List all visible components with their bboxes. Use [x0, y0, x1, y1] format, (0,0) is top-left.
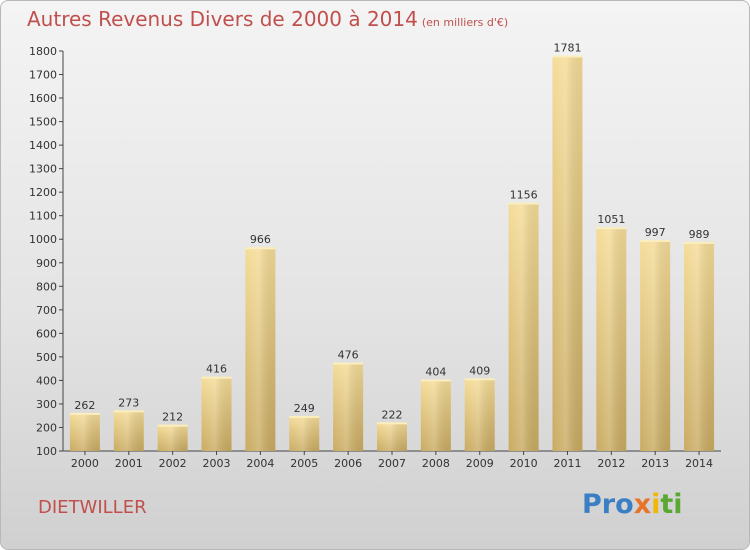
data-label: 989 [689, 228, 710, 241]
data-label: 409 [469, 364, 490, 377]
y-tick-label: 1100 [29, 210, 57, 223]
bar-top-edge [113, 410, 144, 413]
data-label: 262 [74, 399, 95, 412]
data-label: 416 [206, 363, 227, 376]
logo-letter: i [651, 489, 661, 520]
data-label: 404 [425, 365, 446, 378]
bar-sheen [464, 378, 495, 451]
data-label: 249 [294, 402, 315, 415]
chart-unit: (en milliers d'€) [421, 16, 509, 29]
data-label: 476 [338, 349, 359, 362]
y-tick-label: 100 [36, 445, 57, 458]
bar-top-edge [333, 362, 364, 365]
x-tick-label: 2011 [553, 457, 581, 470]
logo-letter: i [673, 489, 683, 520]
bar-top-edge [157, 424, 188, 427]
data-label: 222 [382, 408, 403, 421]
y-tick-label: 1000 [29, 233, 57, 246]
data-label: 997 [645, 226, 666, 239]
bar-sheen [640, 239, 671, 451]
data-label: 212 [162, 411, 183, 424]
data-label: 273 [118, 396, 139, 409]
x-tick-label: 2002 [159, 457, 187, 470]
logo-letter: o [615, 489, 634, 520]
chart-title-text: Autres Revenus Divers de 2000 à 2014 [27, 7, 418, 31]
bar-sheen [552, 55, 583, 452]
bar-top-edge [377, 422, 407, 425]
y-tick-label: 200 [36, 421, 57, 434]
x-tick-label: 2003 [203, 457, 231, 470]
y-tick-label: 1800 [29, 45, 57, 58]
y-tick-label: 1200 [29, 186, 57, 199]
bar-sheen [333, 362, 364, 451]
data-label: 1156 [510, 189, 538, 202]
bar-top-edge [508, 202, 539, 205]
bar-top-edge [684, 241, 715, 244]
x-tick-label: 2000 [71, 457, 99, 470]
logo-letter: t [660, 489, 674, 520]
bar-sheen [289, 415, 320, 451]
data-label: 1781 [553, 41, 581, 54]
x-tick-label: 2010 [510, 457, 538, 470]
bar-sheen [113, 410, 144, 451]
bar-sheen [201, 376, 232, 451]
commune-name: DIETWILLER [38, 497, 147, 518]
x-tick-label: 2005 [290, 457, 318, 470]
bar-sheen [508, 202, 539, 451]
bar-top-edge [69, 412, 100, 415]
bar-sheen [596, 227, 627, 451]
bar-sheen [157, 424, 188, 451]
y-tick-label: 400 [36, 374, 57, 387]
y-tick-label: 500 [36, 351, 57, 364]
axes: 100 200 300 400 500 600 700 800 900 1000 1100 1200 1… [29, 45, 721, 470]
bar-sheen [245, 247, 276, 451]
y-tick-label: 1500 [29, 116, 57, 129]
y-tick-label: 800 [36, 280, 57, 293]
x-tick-label: 2014 [685, 457, 713, 470]
bar-sheen [69, 412, 100, 451]
x-tick-label: 2009 [466, 457, 494, 470]
x-tick-label: 2006 [334, 457, 362, 470]
y-tick-label: 1400 [29, 139, 57, 152]
y-tick-label: 1700 [29, 69, 57, 82]
chart-title: Autres Revenus Divers de 2000 à 2014 (en … [27, 7, 508, 31]
logo-letter: r [601, 489, 616, 520]
x-tick-label: 2013 [641, 457, 669, 470]
x-tick-label: 2007 [378, 457, 406, 470]
bar-sheen [377, 422, 407, 451]
x-tick-label: 2008 [422, 457, 450, 470]
y-tick-label: 1600 [29, 92, 57, 105]
data-label: 1051 [597, 213, 625, 226]
x-tick-label: 2004 [246, 457, 274, 470]
logo-letter: P [582, 489, 602, 520]
x-tick-label: 2001 [115, 457, 143, 470]
bar-top-edge [420, 379, 451, 382]
bars: 262 273 212 416 966 249 476 222 404 409 1156 1781 10… [69, 41, 715, 452]
y-tick-label: 600 [36, 327, 57, 340]
x-tick-label: 2012 [597, 457, 625, 470]
y-tick-label: 300 [36, 398, 57, 411]
data-label: 966 [250, 233, 271, 246]
logo-letter: x [633, 489, 652, 520]
y-tick-label: 700 [36, 304, 57, 317]
bar-top-edge [201, 376, 232, 379]
bar-top-edge [640, 239, 671, 242]
bar-top-edge [289, 415, 320, 418]
y-tick-label: 900 [36, 257, 57, 270]
bar-top-edge [596, 227, 627, 230]
bar-sheen [420, 379, 451, 451]
bar-top-edge [552, 55, 583, 58]
bar-sheen [684, 241, 715, 451]
proxiti-logo: Proxiti [582, 489, 683, 520]
y-tick-label: 1300 [29, 163, 57, 176]
bar-top-edge [245, 247, 276, 250]
bar-top-edge [464, 378, 495, 381]
